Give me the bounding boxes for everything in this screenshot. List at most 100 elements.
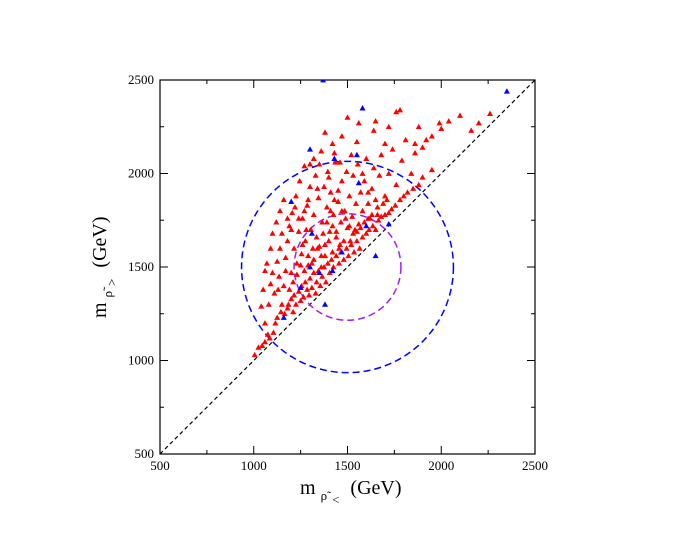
x-tick-label: 500 — [150, 458, 170, 473]
red-point — [331, 149, 338, 156]
red-point — [397, 106, 403, 113]
blue-point — [316, 269, 323, 276]
red-point — [318, 252, 325, 259]
red-point — [324, 168, 331, 175]
red-point — [310, 256, 317, 262]
red-point — [281, 310, 288, 317]
red-point — [333, 228, 340, 234]
blue-point — [331, 155, 338, 161]
red-point — [438, 125, 445, 132]
red-point — [290, 278, 297, 285]
red-point — [382, 140, 388, 146]
red-point — [310, 155, 317, 161]
red-point — [332, 159, 339, 165]
blue-point — [363, 222, 370, 229]
red-point — [255, 344, 262, 350]
red-point — [277, 308, 284, 315]
red-point — [326, 228, 333, 234]
red-point — [375, 217, 382, 223]
red-point — [333, 252, 340, 259]
red-point — [361, 177, 368, 184]
red-point — [298, 250, 305, 257]
red-point — [356, 245, 363, 251]
red-point — [313, 234, 320, 240]
blue-point — [288, 198, 295, 204]
red-point — [346, 222, 353, 229]
red-point — [288, 269, 295, 276]
red-point — [333, 234, 340, 240]
red-point — [301, 163, 308, 169]
x-tick-label: 2000 — [428, 458, 454, 473]
red-point — [282, 254, 289, 261]
red-point — [282, 267, 289, 274]
red-point — [280, 282, 287, 289]
red-point — [286, 286, 293, 292]
red-point — [327, 207, 334, 214]
red-point — [336, 245, 343, 251]
blue-point — [307, 264, 313, 270]
blue-point — [353, 151, 360, 158]
red-point — [363, 155, 370, 161]
red-point — [340, 237, 347, 244]
x-axis-label-unit: (GeV) — [350, 477, 401, 499]
red-point — [307, 275, 313, 281]
red-point — [382, 211, 388, 218]
red-point — [267, 280, 274, 287]
red-point — [382, 192, 388, 199]
red-point — [355, 120, 362, 126]
x-tick-label: 1000 — [241, 458, 267, 473]
red-point — [321, 183, 328, 189]
red-point — [436, 120, 443, 126]
red-point — [475, 120, 482, 126]
red-point — [329, 249, 336, 255]
red-point — [269, 269, 276, 276]
red-point — [312, 172, 319, 178]
red-point — [408, 170, 415, 176]
red-point — [301, 207, 308, 214]
red-point — [369, 222, 376, 229]
red-point — [363, 230, 370, 236]
red-point — [312, 290, 319, 296]
red-point — [388, 206, 395, 212]
red-point — [304, 286, 311, 292]
red-point — [296, 177, 303, 184]
red-point — [278, 301, 285, 307]
red-point — [357, 224, 364, 231]
red-point — [457, 112, 463, 118]
red-point — [361, 219, 368, 225]
red-point — [258, 303, 265, 309]
y-axis-label: m ρ̃ > (GeV) — [89, 217, 121, 319]
red-point — [260, 286, 267, 292]
blue-point — [329, 267, 336, 274]
red-point — [335, 187, 342, 193]
red-point — [412, 149, 418, 156]
red-point — [329, 222, 336, 229]
red-point — [400, 192, 407, 199]
red-point — [307, 161, 313, 167]
red-point — [307, 226, 314, 232]
red-point — [393, 181, 400, 188]
red-point — [374, 204, 381, 210]
red-point — [319, 273, 326, 279]
red-point — [338, 177, 345, 184]
red-point — [345, 252, 352, 259]
red-point — [372, 196, 379, 203]
blue-point — [308, 230, 315, 236]
red-point — [397, 196, 403, 203]
y-tick-label: 1500 — [128, 259, 154, 274]
red-point — [338, 133, 345, 139]
red-point — [336, 260, 343, 266]
red-point — [293, 260, 300, 266]
red-point — [285, 301, 292, 307]
red-point — [419, 174, 426, 180]
red-point — [280, 196, 287, 203]
red-point — [314, 185, 321, 191]
circle-large — [240, 160, 455, 374]
red-point — [288, 226, 295, 232]
red-point — [299, 241, 306, 247]
red-point — [383, 196, 390, 203]
red-point — [428, 133, 435, 139]
red-point — [402, 136, 409, 143]
red-point — [274, 314, 281, 320]
